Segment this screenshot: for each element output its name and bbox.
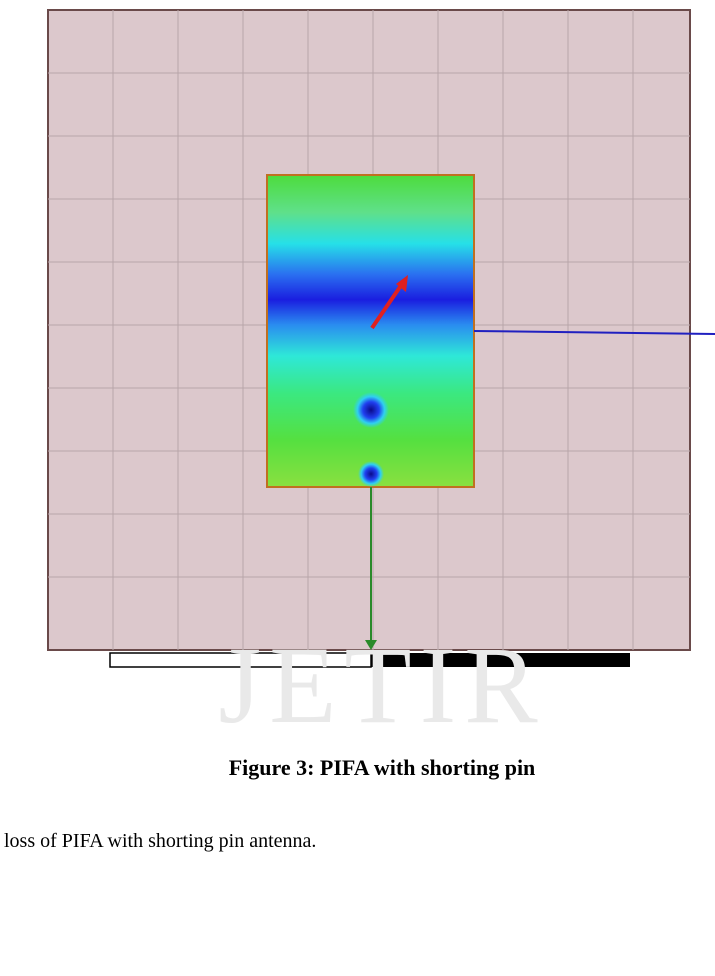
page: JETIR Figure 3: PIFA with shorting pin l…	[0, 0, 715, 976]
patch	[267, 175, 474, 487]
page-canvas: JETIR Figure 3: PIFA with shorting pin l…	[0, 0, 715, 976]
figure-caption: Figure 3: PIFA with shorting pin	[229, 755, 536, 780]
field-spot	[353, 392, 389, 428]
watermark: JETIR	[218, 624, 545, 746]
body-text: loss of PIFA with shorting pin antenna.	[4, 830, 316, 852]
figure-image	[48, 10, 715, 667]
field-spot	[358, 461, 384, 487]
